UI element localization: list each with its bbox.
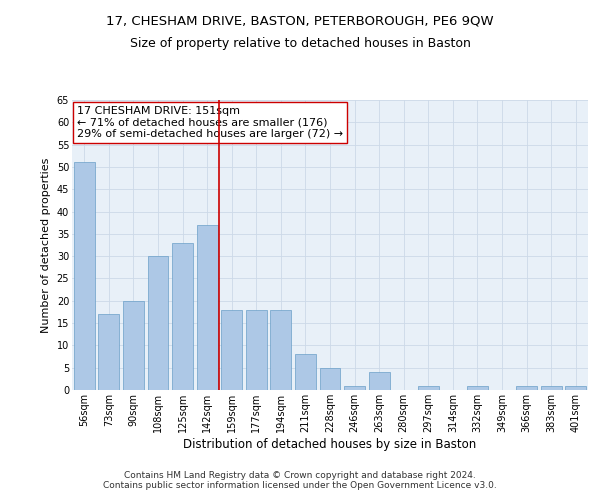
Bar	[320, 368, 340, 390]
Bar	[221, 310, 242, 390]
Bar	[295, 354, 316, 390]
Bar	[98, 314, 119, 390]
Bar	[123, 301, 144, 390]
Text: Size of property relative to detached houses in Baston: Size of property relative to detached ho…	[130, 38, 470, 51]
Bar	[74, 162, 95, 390]
Text: 17 CHESHAM DRIVE: 151sqm
← 71% of detached houses are smaller (176)
29% of semi-: 17 CHESHAM DRIVE: 151sqm ← 71% of detach…	[77, 106, 343, 139]
Text: 17, CHESHAM DRIVE, BASTON, PETERBOROUGH, PE6 9QW: 17, CHESHAM DRIVE, BASTON, PETERBOROUGH,…	[106, 15, 494, 28]
X-axis label: Distribution of detached houses by size in Baston: Distribution of detached houses by size …	[184, 438, 476, 450]
Y-axis label: Number of detached properties: Number of detached properties	[41, 158, 51, 332]
Bar	[344, 386, 365, 390]
Text: Contains HM Land Registry data © Crown copyright and database right 2024.
Contai: Contains HM Land Registry data © Crown c…	[103, 470, 497, 490]
Bar	[368, 372, 389, 390]
Bar	[541, 386, 562, 390]
Bar	[197, 225, 218, 390]
Bar	[418, 386, 439, 390]
Bar	[172, 243, 193, 390]
Bar	[271, 310, 292, 390]
Bar	[516, 386, 537, 390]
Bar	[246, 310, 267, 390]
Bar	[148, 256, 169, 390]
Bar	[467, 386, 488, 390]
Bar	[565, 386, 586, 390]
